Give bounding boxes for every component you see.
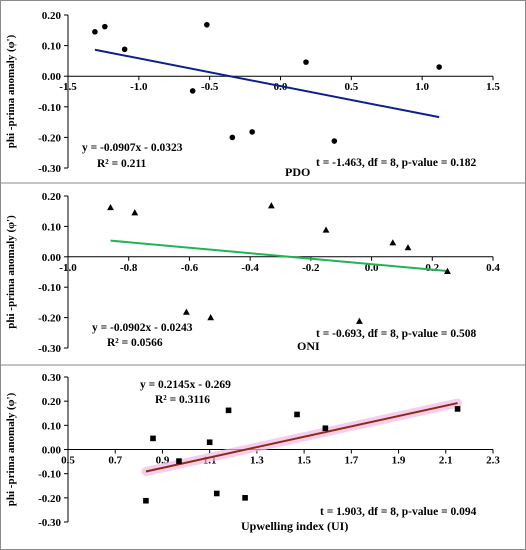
y-tick-label: -0.30 xyxy=(38,163,61,175)
y-tick-label: 0.10 xyxy=(42,420,62,432)
x-tick-label: 0.5 xyxy=(61,455,75,467)
data-point xyxy=(121,46,128,53)
x-tick-label: -0.6 xyxy=(181,262,199,274)
test-statistics: t = 1.903, df = 8, p-value = 0.094 xyxy=(320,506,477,518)
data-point xyxy=(225,407,232,414)
data-point xyxy=(322,226,330,233)
x-tick-label: 0.2 xyxy=(425,262,439,274)
data-point xyxy=(150,435,156,442)
x-tick-label: 1.9 xyxy=(392,455,406,467)
chart-panel-1: 0.20 0.10 0.00 -0.10 -0.20 -0.30 -1.5 -1.0 -0.5 0… xyxy=(0,10,526,184)
panel-label: Upwelling index (UI) xyxy=(241,519,348,533)
y-tick-label: -0.30 xyxy=(38,517,61,529)
data-point xyxy=(444,267,451,274)
x-tick-label: 0.4 xyxy=(486,262,500,274)
y-axis-label: phi -prima anomaly (φ') xyxy=(5,34,17,148)
chart-panel-3: 0.300.200.100.00-0.10-0.20-0.300.5 0.7 0.9… xyxy=(5,372,500,533)
regression-equation: y = -0.0907x - 0.0323 xyxy=(82,142,183,154)
x-tick-label: 2.1 xyxy=(439,455,453,467)
y-tick-label: -0.20 xyxy=(38,313,61,325)
x-tick-label: -1.0 xyxy=(59,262,77,274)
y-tick-label: -0.20 xyxy=(38,132,61,144)
chart-panel-2: 0.20 0.10 0.00 -0.10 -0.20 -0.30 -1.0 -0.8 -0.6 -… xyxy=(0,191,526,366)
data-point xyxy=(92,29,98,35)
data-point xyxy=(107,203,114,211)
r-squared: R² = 0.3116 xyxy=(155,394,210,406)
x-tick-label: -0.4 xyxy=(241,262,259,274)
data-point xyxy=(182,308,190,315)
trendline xyxy=(110,239,448,273)
data-point xyxy=(206,439,213,446)
data-point xyxy=(131,209,139,216)
data-point xyxy=(404,244,412,251)
y-tick-label: 0.00 xyxy=(42,71,62,83)
r-squared: R² = 0.211 xyxy=(97,158,147,170)
y-tick-label: -0.10 xyxy=(38,282,61,294)
data-point xyxy=(189,88,196,94)
y-tick-label: 0.00 xyxy=(42,445,62,457)
x-tick-label: 1.5 xyxy=(297,455,311,467)
y-tick-label: 0.20 xyxy=(42,10,62,22)
y-tick-label: 0.10 xyxy=(42,41,62,53)
test-statistics: t = -0.693, df = 8, p-value = 0.508 xyxy=(316,328,476,340)
data-point xyxy=(213,490,220,497)
data-point xyxy=(389,239,397,246)
data-point xyxy=(229,134,236,141)
y-tick-label: -0.10 xyxy=(38,102,61,114)
x-tick-label: -1.5 xyxy=(59,81,77,93)
x-tick-label: 1.0 xyxy=(415,81,429,93)
x-tick-label: 1.5 xyxy=(486,81,500,93)
trendline xyxy=(94,48,440,119)
data-point xyxy=(454,406,461,412)
x-tick-label: 0.7 xyxy=(108,455,122,467)
x-tick-label: -0.8 xyxy=(120,262,138,274)
y-tick-label: 0.20 xyxy=(42,191,62,203)
y-axis-label: phi -prima anomaly (φ') xyxy=(5,215,17,329)
y-tick-label: 0.00 xyxy=(42,252,62,264)
x-tick-label: -1.0 xyxy=(130,81,148,93)
x-tick-label: 2.3 xyxy=(486,455,500,467)
x-tick-label: 1.7 xyxy=(344,455,358,467)
x-tick-label: -0.2 xyxy=(302,262,320,274)
x-tick-label: 0.5 xyxy=(344,81,358,93)
y-axis-label: phi -prima anomaly (φ') xyxy=(5,392,17,506)
x-tick-label: 1.3 xyxy=(250,455,264,467)
y-tick-label: 0.30 xyxy=(42,372,62,384)
data-point xyxy=(249,129,255,135)
test-statistics: t = -1.463, df = 8, p-value = 0.182 xyxy=(316,157,476,169)
data-point xyxy=(356,317,363,324)
y-tick-label: -0.10 xyxy=(38,469,61,481)
trendline xyxy=(145,402,458,473)
y-tick-label: -0.30 xyxy=(38,343,61,355)
data-point xyxy=(207,314,215,321)
x-tick-label: -0.5 xyxy=(201,81,219,93)
data-point xyxy=(322,425,329,432)
regression-equation: y = 0.2145x - 0.269 xyxy=(140,379,231,391)
data-point xyxy=(242,495,248,501)
y-tick-label: 0.10 xyxy=(42,221,62,233)
data-point xyxy=(331,138,338,144)
data-point xyxy=(436,64,442,70)
data-point xyxy=(303,59,309,65)
panel-label: ONI xyxy=(297,339,320,353)
x-tick-label: 0.0 xyxy=(274,81,288,93)
data-point xyxy=(176,458,182,464)
data-point xyxy=(102,23,108,30)
regression-equation: y = -0.0902x - 0.0243 xyxy=(92,322,193,334)
r-squared: R² = 0.0566 xyxy=(107,337,163,349)
panel-label: PDO xyxy=(285,165,310,179)
data-point xyxy=(267,202,275,209)
y-tick-label: -0.20 xyxy=(38,493,61,505)
data-point xyxy=(143,497,149,504)
data-point xyxy=(294,411,300,418)
y-tick-label: 0.20 xyxy=(42,396,62,408)
data-point xyxy=(204,21,210,28)
